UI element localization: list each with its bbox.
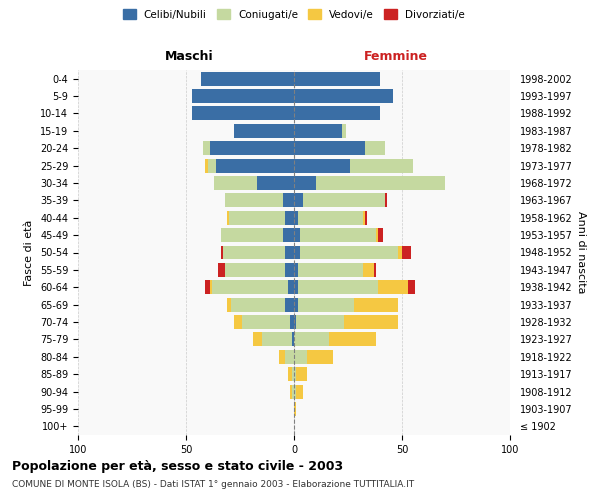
Bar	[212, 280, 287, 294]
Bar	[227, 211, 229, 224]
Bar	[193, 89, 294, 103]
Bar	[294, 350, 307, 364]
Bar	[294, 263, 298, 277]
Bar	[302, 194, 385, 207]
Bar	[355, 298, 398, 312]
Bar	[294, 158, 350, 172]
Bar	[286, 298, 294, 312]
Bar	[296, 315, 344, 329]
Bar	[316, 176, 445, 190]
Bar	[208, 158, 216, 172]
Bar	[365, 211, 367, 224]
Bar	[283, 228, 294, 242]
Bar	[292, 367, 294, 381]
Bar	[301, 246, 398, 260]
Bar	[221, 228, 283, 242]
Bar	[294, 280, 298, 294]
Bar	[210, 280, 212, 294]
Bar	[298, 298, 355, 312]
Bar	[365, 142, 385, 155]
Bar	[201, 72, 294, 86]
Bar	[292, 332, 294, 346]
Bar	[290, 384, 292, 398]
Bar	[378, 280, 409, 294]
Bar	[294, 315, 296, 329]
Bar	[279, 350, 286, 364]
Bar	[283, 194, 294, 207]
Bar	[242, 315, 290, 329]
Bar	[286, 246, 294, 260]
Bar	[341, 124, 346, 138]
Bar	[286, 350, 294, 364]
Bar	[385, 194, 387, 207]
Bar	[301, 228, 376, 242]
Bar	[203, 142, 210, 155]
Bar	[286, 263, 294, 277]
Bar	[294, 89, 394, 103]
Y-axis label: Fasce di età: Fasce di età	[25, 220, 34, 286]
Bar	[223, 246, 286, 260]
Bar	[398, 246, 402, 260]
Bar	[374, 263, 376, 277]
Bar	[294, 367, 296, 381]
Bar	[221, 246, 223, 260]
Bar	[294, 124, 341, 138]
Bar	[216, 158, 294, 172]
Text: Femmine: Femmine	[364, 50, 428, 63]
Bar	[253, 332, 262, 346]
Bar	[210, 142, 294, 155]
Bar	[294, 194, 302, 207]
Bar	[205, 280, 210, 294]
Bar	[363, 263, 374, 277]
Bar	[344, 315, 398, 329]
Bar	[290, 315, 294, 329]
Bar	[227, 298, 232, 312]
Bar	[218, 263, 225, 277]
Text: Maschi: Maschi	[164, 50, 214, 63]
Bar	[294, 142, 365, 155]
Bar	[363, 211, 365, 224]
Text: COMUNE DI MONTE ISOLA (BS) - Dati ISTAT 1° gennaio 2003 - Elaborazione TUTTITALI: COMUNE DI MONTE ISOLA (BS) - Dati ISTAT …	[12, 480, 414, 489]
Bar	[205, 158, 208, 172]
Bar	[233, 315, 242, 329]
Bar	[298, 263, 363, 277]
Bar	[287, 280, 294, 294]
Y-axis label: Anni di nascita: Anni di nascita	[577, 211, 586, 294]
Bar	[294, 298, 298, 312]
Bar	[233, 124, 294, 138]
Bar	[350, 158, 413, 172]
Bar	[294, 384, 296, 398]
Bar	[294, 211, 298, 224]
Bar	[225, 194, 283, 207]
Bar	[294, 402, 296, 416]
Bar	[296, 367, 307, 381]
Bar	[409, 280, 415, 294]
Bar	[378, 228, 383, 242]
Bar	[298, 280, 378, 294]
Bar	[225, 263, 286, 277]
Bar	[376, 228, 378, 242]
Bar	[257, 176, 294, 190]
Bar	[292, 384, 294, 398]
Bar	[307, 350, 333, 364]
Text: Popolazione per età, sesso e stato civile - 2003: Popolazione per età, sesso e stato civil…	[12, 460, 343, 473]
Bar	[402, 246, 410, 260]
Bar	[294, 332, 329, 346]
Bar	[214, 176, 257, 190]
Bar	[286, 211, 294, 224]
Bar	[262, 332, 292, 346]
Bar	[287, 367, 292, 381]
Legend: Celibi/Nubili, Coniugati/e, Vedovi/e, Divorziati/e: Celibi/Nubili, Coniugati/e, Vedovi/e, Di…	[119, 5, 469, 24]
Bar	[232, 298, 286, 312]
Bar	[193, 106, 294, 120]
Bar	[296, 384, 302, 398]
Bar	[229, 211, 286, 224]
Bar	[329, 332, 376, 346]
Bar	[298, 211, 363, 224]
Bar	[294, 106, 380, 120]
Bar	[294, 246, 301, 260]
Bar	[294, 72, 380, 86]
Bar	[294, 176, 316, 190]
Bar	[294, 228, 301, 242]
